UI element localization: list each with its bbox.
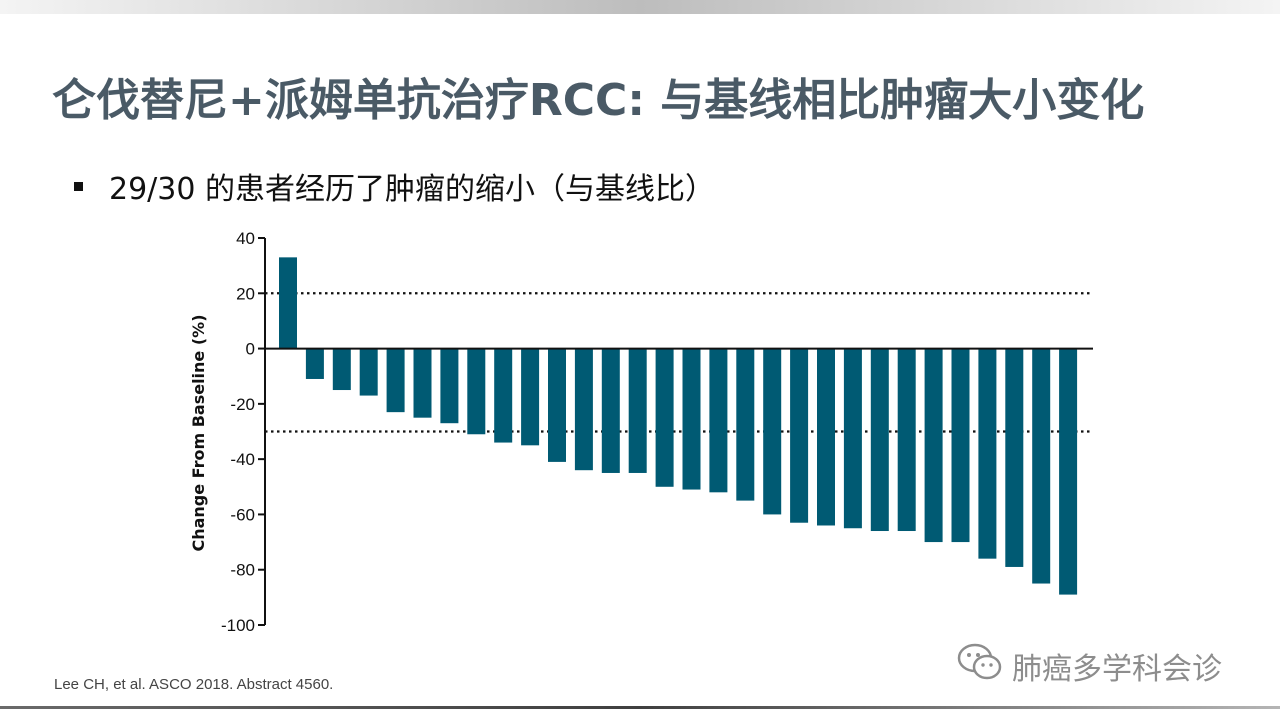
bar	[413, 348, 432, 418]
bar	[843, 348, 862, 529]
bar	[440, 348, 459, 424]
y-tick-label: -20	[230, 395, 255, 414]
bar	[897, 348, 916, 532]
bar	[790, 348, 809, 523]
bar	[601, 348, 620, 473]
header-band	[0, 0, 1280, 14]
bar	[655, 348, 674, 487]
footer-line	[0, 706, 1280, 709]
bar	[332, 348, 351, 391]
y-tick-label: -80	[230, 561, 255, 580]
bar	[817, 348, 835, 526]
bar	[386, 348, 405, 413]
y-axis-label: Change From Baseline (%)	[189, 314, 208, 551]
bar	[1032, 348, 1051, 584]
bar	[521, 348, 540, 446]
watermark-text: 肺癌多学科会诊	[1012, 652, 1222, 687]
y-tick-labels: 40 20 0 -20 -40 -60 -80 -100	[221, 229, 255, 635]
bar	[359, 348, 378, 396]
bullet-text: 29/30 的患者经历了肿瘤的缩小（与基线比）	[109, 172, 715, 207]
y-tick-label: -100	[221, 616, 255, 635]
y-tick-label: -60	[230, 505, 255, 524]
bar	[709, 348, 728, 493]
watermark: 肺癌多学科会诊	[956, 642, 1222, 690]
y-tick-label: 0	[246, 340, 255, 359]
y-tick-label: 20	[236, 284, 255, 303]
citation: Lee CH, et al. ASCO 2018. Abstract 4560.	[54, 676, 334, 693]
bar	[1059, 348, 1078, 595]
axes	[258, 237, 1093, 626]
bar	[736, 348, 755, 501]
bar	[870, 348, 889, 532]
bar	[1005, 348, 1024, 567]
bar	[978, 348, 997, 559]
bars	[279, 257, 1078, 595]
bar	[574, 348, 593, 471]
y-tick-label: 40	[236, 229, 255, 248]
bullet-square-icon	[74, 182, 83, 191]
bar	[628, 348, 647, 473]
bar	[494, 348, 513, 443]
y-tick-label: -40	[230, 450, 255, 469]
slide-title: 仑伐替尼+派姆单抗治疗RCC: 与基线相比肿瘤大小变化	[52, 75, 1145, 126]
bar	[951, 348, 970, 543]
bar	[279, 257, 297, 349]
bar	[924, 348, 943, 543]
bullet-point: 29/30 的患者经历了肿瘤的缩小（与基线比）	[74, 164, 715, 208]
bar	[682, 348, 701, 490]
bar	[467, 348, 486, 435]
bar	[305, 348, 324, 379]
bar	[548, 348, 566, 462]
wechat-icon	[956, 642, 1004, 690]
bar	[763, 348, 782, 515]
